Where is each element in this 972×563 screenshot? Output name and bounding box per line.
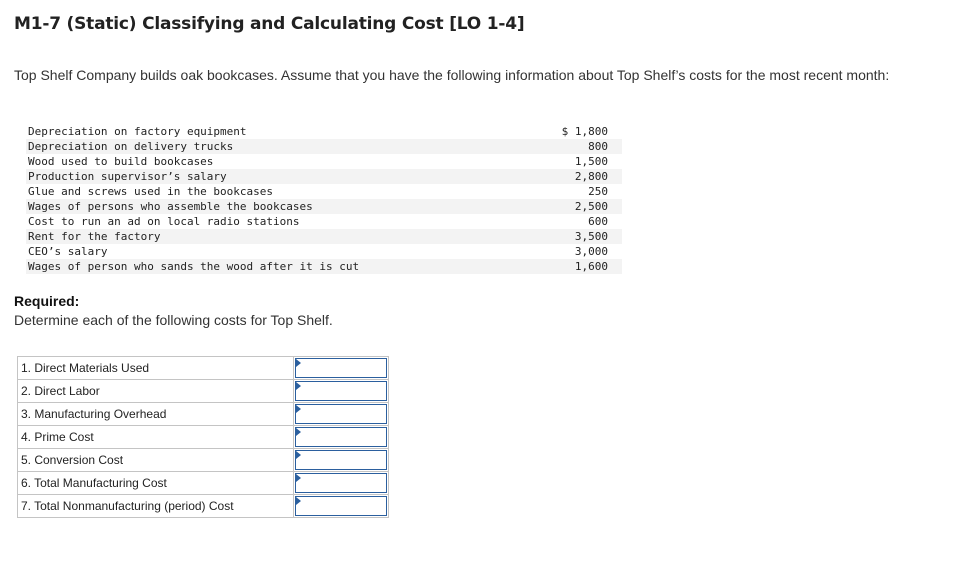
direct-materials-input-box [295,358,387,378]
cost-label: CEO’s salary [28,245,108,258]
input-marker-icon [296,359,301,367]
instruction-text: Determine each of the following costs fo… [14,312,333,328]
direct-materials-input[interactable] [296,359,386,377]
conversion-cost-input-box [295,450,387,470]
table-row: Wood used to build bookcases 1,500 [26,154,622,169]
table-row: CEO’s salary 3,000 [26,244,622,259]
total-manufacturing-cost-input[interactable] [296,474,386,492]
table-row: Glue and screws used in the bookcases 250 [26,184,622,199]
input-marker-icon [296,382,301,390]
cost-amount: 1,500 [574,155,608,168]
required-heading: Required: [14,293,80,309]
cost-amount: 800 [526,139,622,154]
answer-row: 2. Direct Labor [17,379,389,403]
cost-label: Depreciation on delivery trucks [26,139,526,154]
manufacturing-overhead-input-box [295,404,387,424]
direct-labor-input[interactable] [296,382,386,400]
cost-label: Cost to run an ad on local radio station… [28,215,300,228]
cost-label: Glue and screws used in the bookcases [28,185,274,198]
answer-row: 3. Manufacturing Overhead [17,402,389,426]
answer-label: 5. Conversion Cost [17,448,294,472]
direct-labor-input-box [295,381,387,401]
cost-amount: 2,500 [526,199,622,214]
table-row: Cost to run an ad on local radio station… [26,214,622,229]
input-marker-icon [296,497,301,505]
table-row: Depreciation on delivery trucks 800 [26,139,622,154]
problem-intro: Top Shelf Company builds oak bookcases. … [14,67,890,83]
answer-label: 6. Total Manufacturing Cost [17,471,294,495]
cost-label: Wages of person who sands the wood after… [26,259,526,274]
table-row: Wages of person who sands the wood after… [26,259,622,274]
cost-label: Wood used to build bookcases [28,155,214,168]
cost-label: Wages of persons who assemble the bookca… [26,199,526,214]
cost-amount: $ 1,800 [561,125,608,138]
total-manufacturing-cost-input-box [295,473,387,493]
cost-amount: 3,500 [526,229,622,244]
cost-amount: 600 [588,215,608,228]
answer-label: 4. Prime Cost [17,425,294,449]
answer-row: 4. Prime Cost [17,425,389,449]
answer-label: 1. Direct Materials Used [17,356,294,380]
manufacturing-overhead-input[interactable] [296,405,386,423]
total-nonmanufacturing-cost-input[interactable] [296,497,386,515]
answer-row: 5. Conversion Cost [17,448,389,472]
cost-amount: 2,800 [526,169,622,184]
input-marker-icon [296,474,301,482]
prime-cost-input-box [295,427,387,447]
input-marker-icon [296,428,301,436]
answer-label: 2. Direct Labor [17,379,294,403]
page-title: M1-7 (Static) Classifying and Calculatin… [14,14,525,34]
input-marker-icon [296,451,301,459]
conversion-cost-input[interactable] [296,451,386,469]
cost-amount: 250 [588,185,608,198]
answer-row: 1. Direct Materials Used [17,356,389,380]
answer-table: 1. Direct Materials Used 2. Direct Labor… [17,356,389,518]
table-row: Rent for the factory 3,500 [26,229,622,244]
answer-label: 7. Total Nonmanufacturing (period) Cost [17,494,294,518]
table-row: Depreciation on factory equipment $ 1,800 [26,124,622,139]
cost-label: Production supervisor’s salary [26,169,526,184]
prime-cost-input[interactable] [296,428,386,446]
cost-amount: 1,600 [526,259,622,274]
answer-row: 6. Total Manufacturing Cost [17,471,389,495]
cost-amount: 3,000 [574,245,608,258]
answer-row: 7. Total Nonmanufacturing (period) Cost [17,494,389,518]
cost-information-table: Depreciation on factory equipment $ 1,800… [26,124,622,274]
table-row: Wages of persons who assemble the bookca… [26,199,622,214]
input-marker-icon [296,405,301,413]
total-nonmanufacturing-cost-input-box [295,496,387,516]
cost-label: Depreciation on factory equipment [28,125,247,138]
answer-label: 3. Manufacturing Overhead [17,402,294,426]
cost-label: Rent for the factory [26,229,526,244]
table-row: Production supervisor’s salary 2,800 [26,169,622,184]
